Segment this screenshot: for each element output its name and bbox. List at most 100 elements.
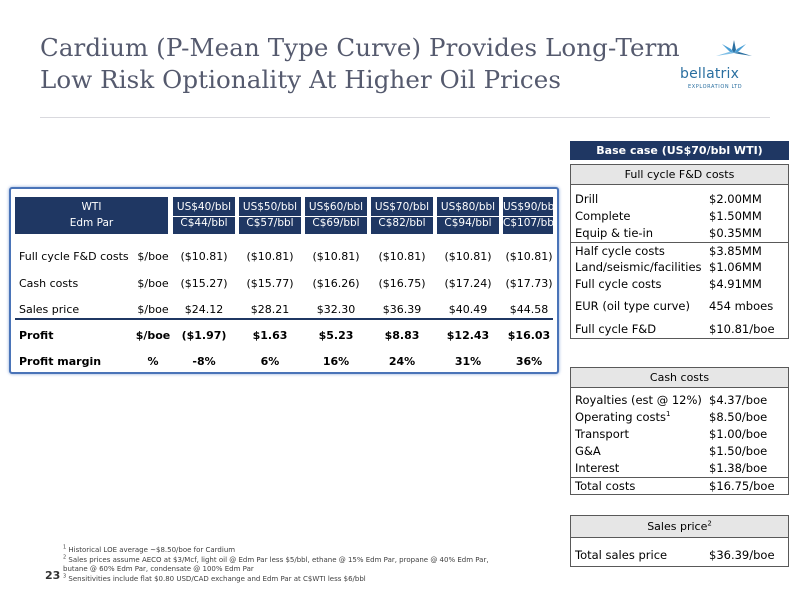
sales-price-table: Sales price2 Total sales price $36.39/boe: [570, 515, 789, 567]
footnote-number: 2: [63, 554, 67, 561]
price-cad: C$107/bbl: [503, 217, 557, 229]
price-sensitivity-table: WTI Edm Par US$40/bbl C$44/bbl US$50/bbl…: [9, 187, 559, 374]
price-cad: C$44/bbl: [180, 217, 228, 229]
price-us: US$40/bbl: [173, 200, 235, 217]
footnote-marker: 1: [666, 410, 671, 419]
table-row: Transport $1.00/boe: [571, 426, 788, 443]
footnote-number: 3: [63, 573, 67, 580]
row-value: $1.38/boe: [709, 461, 768, 475]
logo-name: bellatrix: [680, 66, 740, 82]
price-cad: C$82/bbl: [378, 217, 426, 229]
cash-costs-table: Cash costs Royalties (est @ 12%) $4.37/bo…: [570, 367, 789, 495]
table-cell: 6%: [260, 355, 280, 368]
table-row: G&A $1.50/boe: [571, 443, 788, 460]
wti-header: WTI Edm Par: [15, 197, 168, 234]
table-cell: $44.58: [509, 303, 549, 316]
edm-par-header-label: Edm Par: [69, 217, 114, 229]
table-cell: 24%: [388, 355, 416, 368]
table-cell: ($15.77): [246, 277, 294, 290]
table-cell: $40.49: [448, 303, 488, 316]
table-cell: $8.83: [384, 329, 420, 342]
table-row: Half cycle costs $3.85MM: [571, 242, 788, 259]
table-cell: $16.03: [507, 329, 551, 342]
row-value: $1.06MM: [709, 260, 762, 274]
row-value: $10.81/boe: [709, 322, 775, 336]
row-unit: $/boe: [137, 277, 169, 290]
table-cell: $1.63: [252, 329, 288, 342]
footnote: 3 Sensitivities include flat $0.80 USD/C…: [63, 573, 533, 585]
logo-subtitle: EXPLORATION LTD: [688, 84, 743, 90]
table-cell: ($10.81): [444, 250, 492, 263]
row-key: Drill: [575, 192, 599, 206]
row-value: $0.35MM: [709, 226, 762, 240]
footnote-text: Historical LOE average ~$8.50/boe for Ca…: [68, 546, 236, 554]
table-row: Full cycle F&D $10.81/boe: [571, 321, 788, 338]
price-cad: C$57/bbl: [246, 217, 294, 229]
table-row: Royalties (est @ 12%) $4.37/boe: [571, 392, 788, 409]
table-cell: ($16.75): [378, 277, 426, 290]
row-value: $1.50/boe: [709, 444, 768, 458]
page-number: 23: [45, 569, 61, 582]
table-cell: ($16.26): [312, 277, 360, 290]
row-unit: $/boe: [137, 303, 169, 316]
profit-separator: [15, 318, 553, 320]
table-row: Drill $2.00MM: [571, 191, 788, 208]
fd-costs-table: Full cycle F&D costs Drill $2.00MM Comple…: [570, 164, 789, 339]
row-label-profit-margin: Profit margin: [19, 355, 102, 368]
row-key: Land/seismic/facilities: [575, 260, 702, 274]
bellatrix-logo: bellatrix EXPLORATION LTD: [672, 40, 772, 100]
row-label-cash-costs: Cash costs: [19, 277, 79, 290]
footnote-text: butane @ 60% Edm Par, condensate @ 100% …: [63, 565, 254, 573]
price-header-col: US$90/bbl C$107/bbl: [503, 197, 557, 234]
row-key-text: Operating costs: [575, 410, 667, 424]
row-label-profit: Profit: [19, 329, 54, 342]
table-row: Operating costs1 $8.50/boe: [571, 409, 788, 426]
row-label-sales-price: Sales price: [19, 303, 80, 316]
price-header-col: US$40/bbl C$44/bbl: [173, 197, 235, 234]
footnote: 2 Sales prices assume AECO at $3/Mcf, li…: [63, 554, 533, 566]
price-header-col: US$80/bbl C$94/bbl: [437, 197, 499, 234]
row-key: Complete: [575, 209, 631, 223]
table-cell: 36%: [515, 355, 543, 368]
sales-price-title: Sales price2: [571, 516, 788, 538]
table-cell: ($1.97): [181, 329, 227, 342]
base-case-banner: Base case (US$70/bbl WTI): [570, 141, 789, 160]
table-cell: 16%: [322, 355, 350, 368]
price-us: US$70/bbl: [371, 200, 433, 217]
table-cell: -8%: [192, 355, 216, 368]
row-key: Transport: [575, 427, 629, 441]
footnotes: 1 Historical LOE average ~$8.50/boe for …: [63, 544, 533, 585]
table-row: Full cycle costs $4.91MM: [571, 276, 788, 293]
price-us: US$60/bbl: [305, 200, 367, 217]
row-key: G&A: [575, 444, 601, 458]
table-cell: ($10.81): [180, 250, 228, 263]
price-us: US$50/bbl: [239, 200, 301, 217]
footnote: butane @ 60% Edm Par, condensate @ 100% …: [63, 565, 533, 575]
price-cad: C$94/bbl: [444, 217, 492, 229]
row-unit: %: [147, 355, 159, 368]
cash-costs-title: Cash costs: [571, 368, 788, 388]
row-value: $8.50/boe: [709, 410, 768, 424]
table-row: Complete $1.50MM: [571, 208, 788, 225]
row-value: $3.85MM: [709, 244, 762, 258]
row-unit: $/boe: [137, 250, 169, 263]
title-divider: [40, 117, 770, 118]
row-key: Operating costs1: [575, 409, 670, 426]
table-row: EUR (oil type curve) 454 mboes: [571, 298, 788, 315]
row-key: Full cycle F&D: [575, 322, 657, 336]
table-cell: $24.12: [184, 303, 224, 316]
row-key: EUR (oil type curve): [575, 299, 690, 313]
table-row: Interest $1.38/boe: [571, 460, 788, 477]
table-cell: ($10.81): [312, 250, 360, 263]
price-cad: C$69/bbl: [312, 217, 360, 229]
row-key: Full cycle costs: [575, 277, 662, 291]
table-cell: ($15.27): [180, 277, 228, 290]
footnote-text: Sales prices assume AECO at $3/Mcf, ligh…: [68, 555, 489, 564]
row-unit: $/boe: [135, 329, 171, 342]
slide-title: Cardium (P-Mean Type Curve) Provides Lon…: [40, 32, 680, 96]
footnote-number: 1: [63, 544, 67, 551]
sales-price-title-text: Sales price: [647, 520, 708, 533]
row-key: Half cycle costs: [575, 244, 665, 258]
table-cell: $28.21: [250, 303, 290, 316]
star-burst-icon: [716, 40, 752, 56]
